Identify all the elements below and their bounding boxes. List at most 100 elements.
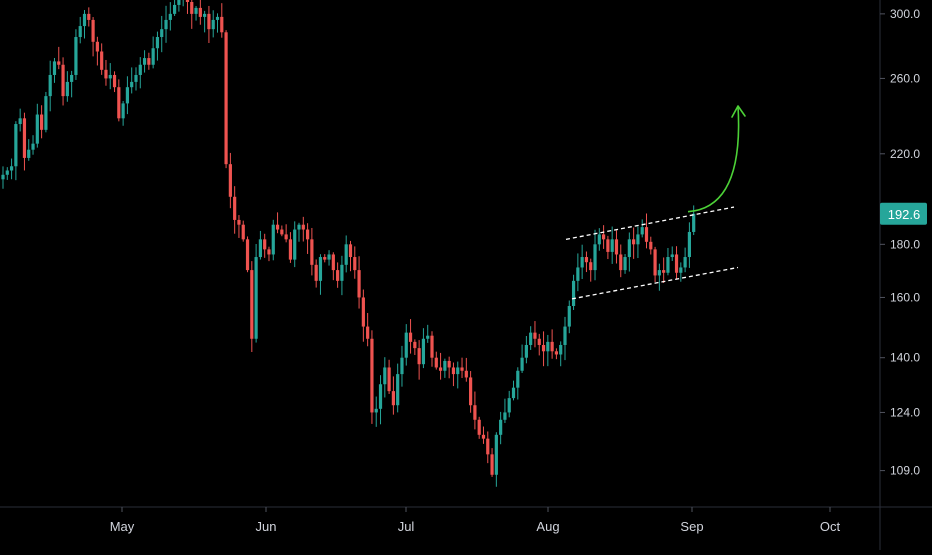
candle: [250, 261, 254, 353]
time-tick-label: Jul: [398, 519, 415, 534]
candle-body: [52, 61, 57, 75]
candle-body: [370, 338, 374, 413]
candles-layer: [1, 0, 696, 487]
candle: [507, 390, 511, 418]
candle: [426, 324, 430, 343]
candle-body: [340, 264, 344, 281]
candle: [323, 254, 327, 263]
candle: [576, 253, 580, 292]
candle-body: [336, 270, 340, 281]
candle-body: [456, 367, 460, 375]
candle-body: [87, 13, 91, 20]
candle: [370, 330, 374, 424]
candle-body: [477, 419, 481, 435]
candle: [438, 352, 443, 380]
candle-body: [327, 254, 331, 260]
candle: [537, 333, 541, 356]
candle: [112, 71, 117, 93]
candle: [245, 236, 250, 273]
candle: [87, 7, 91, 27]
candle-body: [168, 13, 172, 20]
candle-body: [554, 351, 559, 355]
candle-body: [280, 229, 284, 235]
candle-body: [267, 249, 271, 255]
price-tick-label: 220.0: [890, 147, 920, 161]
candle: [130, 67, 134, 94]
candle: [520, 344, 524, 373]
candle: [632, 227, 636, 259]
candle: [288, 232, 293, 263]
price-tick-label: 160.0: [890, 290, 920, 304]
candle: [559, 341, 563, 367]
candle: [443, 358, 447, 378]
candle-body: [563, 326, 567, 345]
candle-body: [147, 58, 151, 65]
candle-body: [670, 254, 674, 258]
candle-body: [198, 7, 202, 17]
candle: [78, 16, 82, 44]
candle: [357, 256, 361, 309]
candle: [310, 227, 314, 276]
candle-body: [104, 69, 108, 79]
candle: [9, 158, 14, 180]
candle: [185, 0, 190, 14]
candle: [430, 331, 434, 367]
candle: [155, 31, 160, 61]
candle-body: [413, 341, 417, 349]
candle-body: [529, 332, 533, 345]
candle-body: [125, 87, 130, 104]
candle: [284, 224, 288, 243]
candle-body: [486, 438, 490, 455]
time-axis[interactable]: May Jun Jul Aug Sep Oct: [110, 507, 841, 534]
candle-body: [657, 270, 661, 276]
candle: [541, 331, 546, 367]
candle-body: [559, 344, 563, 355]
candle-body: [516, 370, 520, 388]
candle-body: [57, 61, 61, 65]
candle: [65, 71, 69, 102]
candle-body: [1, 174, 5, 180]
candle-body: [95, 41, 99, 52]
price-axis[interactable]: 300.0 260.0 220.0 180.0 160.0 140.0 124.0 109.0: [880, 7, 920, 478]
candle: [674, 246, 679, 279]
candle: [194, 6, 198, 21]
candle: [267, 246, 271, 262]
candle-body: [40, 114, 44, 130]
candle-body: [70, 74, 74, 82]
candle-body: [396, 374, 400, 406]
candle: [70, 70, 74, 98]
candle: [529, 326, 533, 350]
candle: [211, 10, 215, 38]
candle-body: [65, 81, 69, 97]
candle-body: [108, 74, 112, 79]
candle: [305, 223, 310, 254]
candle: [173, 0, 177, 17]
candle: [22, 112, 27, 171]
candle-body: [203, 13, 207, 17]
candle-body: [366, 326, 370, 339]
candle-body: [417, 348, 421, 365]
candle: [614, 230, 619, 264]
candle: [233, 186, 237, 234]
candle: [138, 57, 142, 89]
candle: [511, 380, 516, 401]
candle-body: [649, 241, 653, 250]
candle: [241, 220, 245, 242]
candle: [1, 166, 5, 189]
candle-body: [151, 48, 155, 65]
candle: [263, 233, 267, 258]
candle-body: [541, 344, 546, 352]
candle-body: [233, 196, 237, 220]
candle-body: [155, 37, 160, 49]
candle-body: [61, 64, 65, 97]
candle-body: [520, 357, 524, 371]
candle: [473, 391, 477, 430]
candle: [314, 259, 318, 288]
candle: [160, 15, 164, 53]
candle: [353, 246, 357, 279]
candle-body: [357, 270, 361, 298]
candle-body: [426, 335, 430, 339]
candle: [469, 371, 473, 413]
